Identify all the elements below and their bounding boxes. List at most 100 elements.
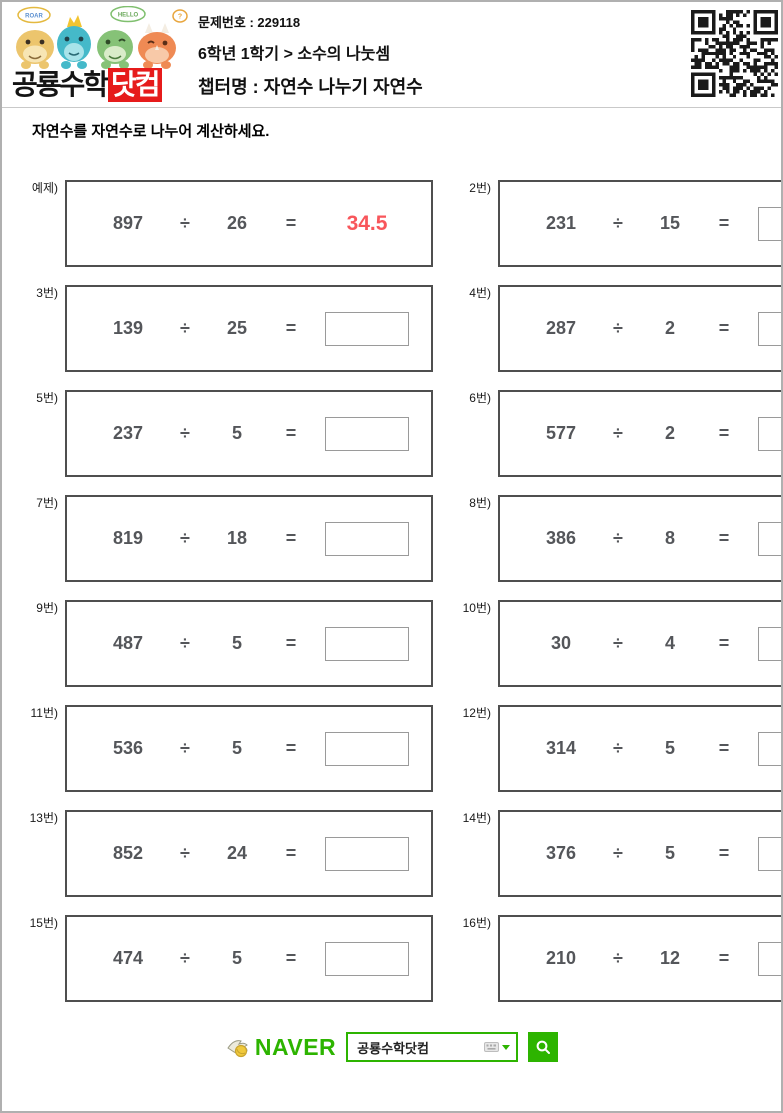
answer-box[interactable] [758,941,781,976]
problem-cell: 8번) 386 ÷ 8 = [443,495,781,582]
problem-cell: 4번) 287 ÷ 2 = [443,285,781,372]
caret-down-icon[interactable] [502,1044,511,1050]
divide-operator: ÷ [613,633,623,653]
problem-cell: 15번) 474 ÷ 5 = [10,915,433,1002]
dividend: 897 [112,213,144,233]
divisor: 5 [664,738,675,758]
answer-box[interactable] [758,731,781,766]
answer-box[interactable] [325,836,409,871]
problem-label: 2번) [469,181,491,195]
equals-sign: = [285,528,297,548]
equals-sign: = [718,738,730,758]
divisor: 24 [226,843,248,863]
svg-text:ROAR: ROAR [25,14,43,20]
problem-cell: 13번) 852 ÷ 24 = [10,810,433,897]
divisor: 8 [664,528,675,548]
dividend: 139 [112,318,144,338]
dividend: 819 [112,528,144,548]
problem-box: 474 ÷ 5 = [65,915,433,1002]
problem-box: 139 ÷ 25 = [65,285,433,372]
answer-box[interactable] [325,731,409,766]
dividend: 210 [545,948,577,968]
divide-operator: ÷ [180,423,190,443]
qr-code-icon [691,10,778,97]
answer-box[interactable] [325,311,409,346]
problem-label: 9번) [36,601,58,615]
divide-operator: ÷ [180,213,190,233]
dividend: 314 [545,738,577,758]
equals-sign: = [718,528,730,548]
logo-text-main: 공룡수학 [12,69,109,100]
answer-box[interactable] [758,836,781,871]
divide-operator: ÷ [613,213,623,233]
problem-cell: 2번) 231 ÷ 15 = [443,180,781,267]
divisor: 18 [226,528,248,548]
naver-wing-icon [227,1040,248,1058]
magnifier-icon [536,1040,551,1054]
problem-cell: 9번) 487 ÷ 5 = [10,600,433,687]
answer-box[interactable] [758,626,781,661]
divisor: 25 [226,318,248,338]
problem-cell: 예제) 897 ÷ 26 = 34.5 [10,180,433,267]
problem-cell: 12번) 314 ÷ 5 = [443,705,781,792]
divide-operator: ÷ [613,948,623,968]
logo-text-suffix: 닷컴 [108,68,162,102]
equals-sign: = [285,948,297,968]
divisor: 2 [664,318,675,338]
keyboard-icon[interactable] [484,1042,500,1052]
footer: NAVER [2,1030,781,1064]
answer-box[interactable] [325,941,409,976]
dividend: 852 [112,843,144,863]
answer-box[interactable] [758,206,781,241]
dinosaurs-logo-icon: ROAR HELLO ? [16,6,188,69]
divide-operator: ÷ [613,318,623,338]
naver-wordmark: NAVER [254,1033,337,1060]
dividend: 231 [545,213,577,233]
search-input[interactable] [357,1039,485,1055]
problem-label: 4번) [469,286,491,300]
problem-cell: 11번) 536 ÷ 5 = [10,705,433,792]
problem-box: 487 ÷ 5 = [65,600,433,687]
problem-label: 8번) [469,496,491,510]
problem-box: 376 ÷ 5 = [498,810,781,897]
equals-sign: = [718,843,730,863]
answer-box[interactable] [325,416,409,451]
site-logo: ROAR HELLO ? [12,6,190,104]
problem-label: 15번) [29,916,58,930]
answer-value: 34.5 [346,211,388,235]
answer-box[interactable] [325,626,409,661]
divisor: 5 [231,738,242,758]
problem-box: 386 ÷ 8 = [498,495,781,582]
search-box [346,1032,519,1062]
problem-label: 13번) [29,811,58,825]
divisor: 5 [664,843,675,863]
answer-box[interactable] [758,521,781,556]
divide-operator: ÷ [613,423,623,443]
search-button[interactable] [528,1032,559,1062]
answer-box[interactable] [325,521,409,556]
problem-box: 210 ÷ 12 = [498,915,781,1002]
divide-operator: ÷ [180,633,190,653]
grade-breadcrumb: 6학년 1학기 > 소수의 나눗셈 [198,46,391,63]
divisor: 26 [226,213,248,233]
divide-operator: ÷ [180,318,190,338]
dividend: 487 [112,633,144,653]
dividend: 474 [112,948,144,968]
equals-sign: = [285,738,297,758]
divide-operator: ÷ [613,738,623,758]
equals-sign: = [718,213,730,233]
svg-text:HELLO: HELLO [118,13,139,19]
answer-box[interactable] [758,311,781,346]
divide-operator: ÷ [613,528,623,548]
divisor: 5 [231,423,242,443]
problem-label: 6번) [469,391,491,405]
problem-cell: 3번) 139 ÷ 25 = [10,285,433,372]
dividend: 237 [112,423,144,443]
divisor: 2 [664,423,675,443]
worksheet-meta: 문제번호 : 229118 6학년 1학기 > 소수의 나눗셈 챕터명 : 자연… [198,12,423,99]
dividend: 376 [545,843,577,863]
problem-box: 536 ÷ 5 = [65,705,433,792]
equals-sign: = [718,948,730,968]
answer-box[interactable] [758,416,781,451]
